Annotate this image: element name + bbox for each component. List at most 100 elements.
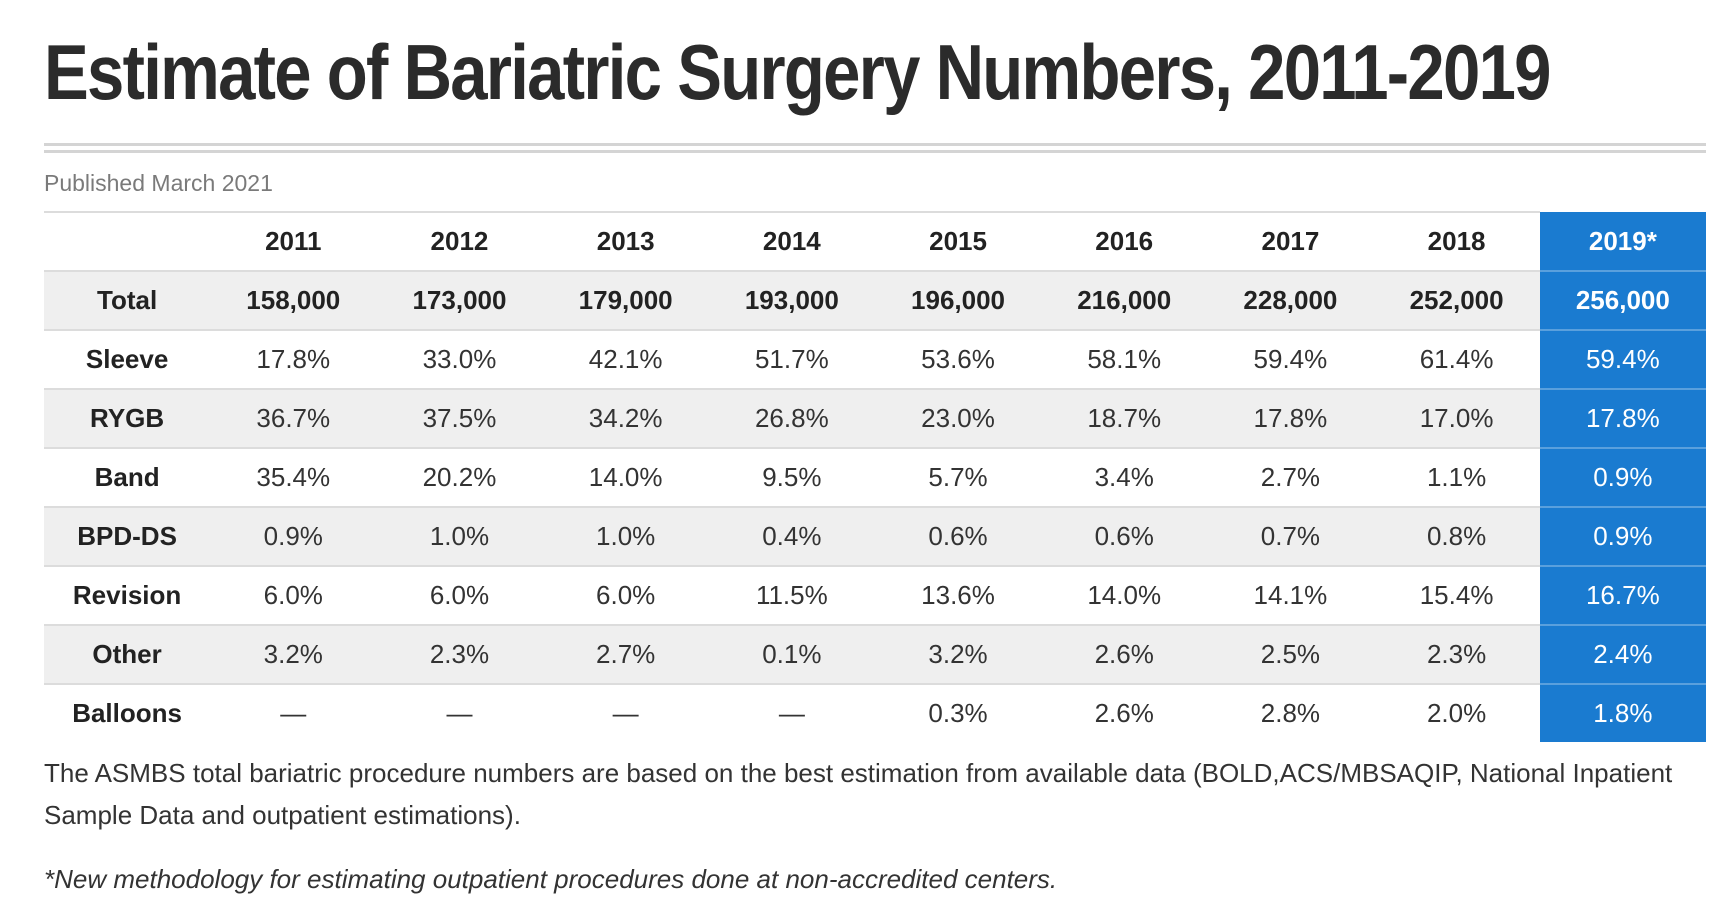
table-cell: 2.6%	[1041, 683, 1208, 742]
table-cell: 3.2%	[874, 624, 1042, 684]
header-cell-2013: 2013	[542, 211, 709, 271]
table-cell: 2.3%	[1373, 624, 1540, 684]
table-cell: 0.8%	[1373, 506, 1540, 566]
published-date: Published March 2021	[44, 170, 273, 196]
table-row-bpd-ds: BPD-DS 0.9% 1.0% 1.0% 0.4% 0.6% 0.6% 0.7…	[44, 506, 1706, 566]
row-label: Other	[44, 624, 211, 684]
table-cell: 2.5%	[1207, 624, 1374, 684]
header-cell-2018: 2018	[1373, 211, 1540, 271]
table-cell: 26.8%	[708, 388, 875, 448]
table-cell: 228,000	[1207, 270, 1374, 330]
table-cell: 37.5%	[376, 388, 543, 448]
table-cell: 59.4%	[1207, 329, 1374, 389]
table-cell-highlight: 16.7%	[1539, 565, 1706, 625]
table-cell-highlight: 59.4%	[1539, 329, 1706, 389]
table-cell: 2.0%	[1373, 683, 1540, 742]
table-header-row: 2011 2012 2013 2014 2015 2016 2017 2018 …	[44, 211, 1706, 271]
table-cell: 3.4%	[1041, 447, 1208, 507]
table-cell: 0.7%	[1207, 506, 1374, 566]
table-cell: 14.0%	[1041, 565, 1208, 625]
table-cell: 58.1%	[1041, 329, 1208, 389]
table-cell: —	[210, 683, 377, 742]
header-cell-empty	[44, 211, 211, 271]
table-cell: 53.6%	[874, 329, 1042, 389]
table-cell: 2.3%	[376, 624, 543, 684]
table-cell-highlight: 17.8%	[1539, 388, 1706, 448]
table-cell-highlight: 0.9%	[1539, 506, 1706, 566]
table-cell: 15.4%	[1373, 565, 1540, 625]
table-cell: 252,000	[1373, 270, 1540, 330]
table-cell: 158,000	[210, 270, 377, 330]
page-title: Estimate of Bariatric Surgery Numbers, 2…	[44, 28, 1551, 116]
table-cell-highlight: 256,000	[1539, 270, 1706, 330]
table-cell: 17.8%	[210, 329, 377, 389]
table-cell: 61.4%	[1373, 329, 1540, 389]
table-row-sleeve: Sleeve 17.8% 33.0% 42.1% 51.7% 53.6% 58.…	[44, 329, 1706, 389]
table-cell: 0.3%	[874, 683, 1042, 742]
table-row-revision: Revision 6.0% 6.0% 6.0% 11.5% 13.6% 14.0…	[44, 565, 1706, 625]
table-cell: 0.6%	[1041, 506, 1208, 566]
table-cell: 35.4%	[210, 447, 377, 507]
table-cell: 0.9%	[210, 506, 377, 566]
table-row-total: Total 158,000 173,000 179,000 193,000 19…	[44, 270, 1706, 330]
table-cell: 42.1%	[542, 329, 709, 389]
table-cell: 1.0%	[376, 506, 543, 566]
table-cell: 2.6%	[1041, 624, 1208, 684]
table-cell: 14.1%	[1207, 565, 1374, 625]
table-row-rygb: RYGB 36.7% 37.5% 34.2% 26.8% 23.0% 18.7%…	[44, 388, 1706, 448]
row-label: Revision	[44, 565, 211, 625]
row-label: Band	[44, 447, 211, 507]
table-cell: 193,000	[708, 270, 875, 330]
surgery-numbers-table: 2011 2012 2013 2014 2015 2016 2017 2018 …	[44, 211, 1706, 742]
header-cell-2015: 2015	[874, 211, 1042, 271]
table-cell: 0.4%	[708, 506, 875, 566]
table-cell: 0.1%	[708, 624, 875, 684]
table-cell-highlight: 2.4%	[1539, 624, 1706, 684]
table-cell: 3.2%	[210, 624, 377, 684]
table-cell: 34.2%	[542, 388, 709, 448]
table-cell: 0.6%	[874, 506, 1042, 566]
table-cell: 17.0%	[1373, 388, 1540, 448]
table-cell: 1.0%	[542, 506, 709, 566]
table-cell: 9.5%	[708, 447, 875, 507]
header-cell-2019: 2019*	[1539, 212, 1706, 271]
table-cell: 18.7%	[1041, 388, 1208, 448]
table-cell: 173,000	[376, 270, 543, 330]
table-cell: 36.7%	[210, 388, 377, 448]
table-cell: 196,000	[874, 270, 1042, 330]
table-cell: 23.0%	[874, 388, 1042, 448]
table-cell: 11.5%	[708, 565, 875, 625]
row-label: RYGB	[44, 388, 211, 448]
header-cell-2017: 2017	[1207, 211, 1374, 271]
table-cell: 51.7%	[708, 329, 875, 389]
header-cell-2011: 2011	[210, 211, 377, 271]
table-cell: 5.7%	[874, 447, 1042, 507]
row-label: BPD-DS	[44, 506, 211, 566]
table-cell: 179,000	[542, 270, 709, 330]
table-cell: —	[376, 683, 543, 742]
table-cell: 33.0%	[376, 329, 543, 389]
table-cell: 6.0%	[542, 565, 709, 625]
table-cell-highlight: 1.8%	[1539, 683, 1706, 742]
table-cell: 2.7%	[542, 624, 709, 684]
header-cell-2014: 2014	[708, 211, 875, 271]
table-cell: 17.8%	[1207, 388, 1374, 448]
title-divider	[44, 143, 1706, 153]
header-cell-2016: 2016	[1041, 211, 1208, 271]
row-label: Sleeve	[44, 329, 211, 389]
table-cell: 6.0%	[376, 565, 543, 625]
table-row-balloons: Balloons — — — — 0.3% 2.6% 2.8% 2.0% 1.8…	[44, 683, 1706, 742]
table-cell: —	[542, 683, 709, 742]
table-cell: 13.6%	[874, 565, 1042, 625]
table-row-band: Band 35.4% 20.2% 14.0% 9.5% 5.7% 3.4% 2.…	[44, 447, 1706, 507]
table-row-other: Other 3.2% 2.3% 2.7% 0.1% 3.2% 2.6% 2.5%…	[44, 624, 1706, 684]
header-cell-2012: 2012	[376, 211, 543, 271]
methodology-note: The ASMBS total bariatric procedure numb…	[44, 758, 1673, 830]
table-cell: 2.7%	[1207, 447, 1374, 507]
row-label: Balloons	[44, 683, 211, 742]
table-cell: 1.1%	[1373, 447, 1540, 507]
footnote: *New methodology for estimating outpatie…	[44, 864, 1058, 894]
table-cell: 2.8%	[1207, 683, 1374, 742]
table-cell: —	[708, 683, 875, 742]
page: Estimate of Bariatric Surgery Numbers, 2…	[44, 0, 1706, 894]
